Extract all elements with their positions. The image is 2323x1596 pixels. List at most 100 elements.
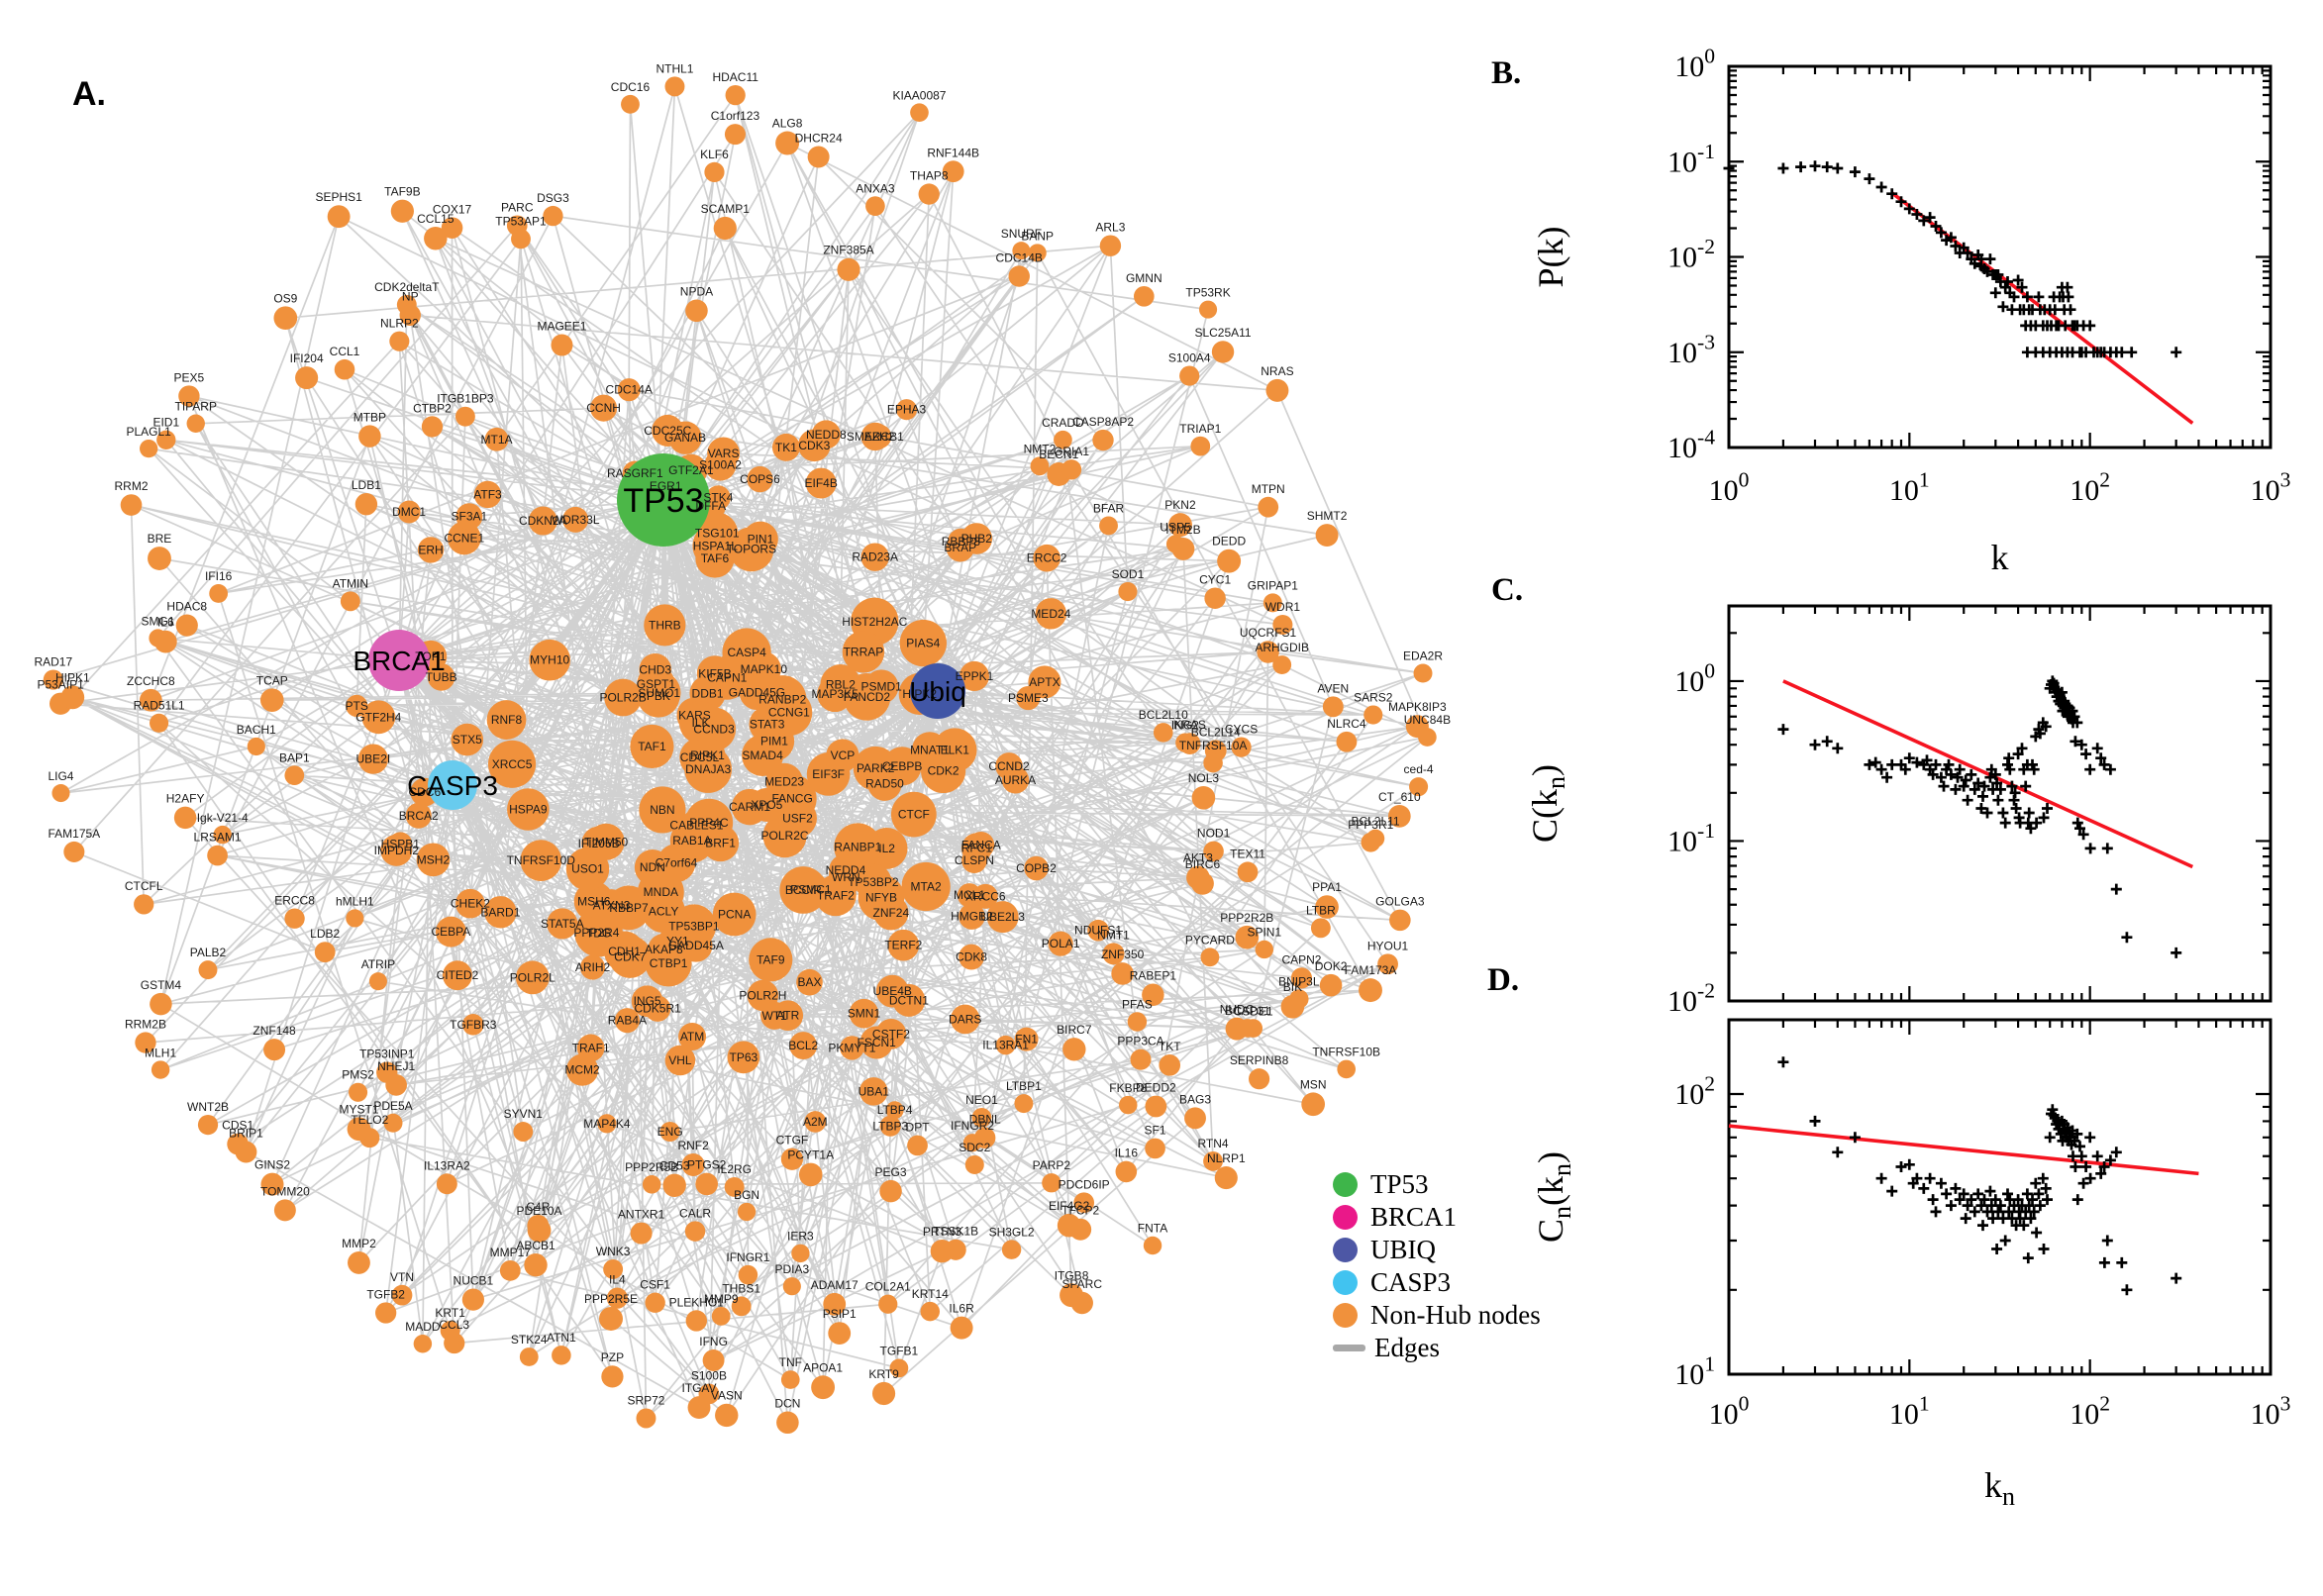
network-node	[678, 1023, 707, 1051]
network-node-label: CASP4	[727, 646, 766, 659]
x-tick-label: 103	[2251, 1392, 2291, 1432]
network-node	[462, 1014, 484, 1036]
network-node-label: ITGB1BP3	[437, 392, 494, 406]
network-node-label: PSME3	[1008, 691, 1049, 705]
network-node	[1262, 593, 1282, 613]
y-axis-title: Cn(kn)	[1531, 1151, 1576, 1243]
network-node	[942, 160, 964, 183]
network-node-label: HIPK1	[55, 671, 90, 685]
network-node-label: TERF2	[884, 939, 922, 952]
x-tick-label: 101	[1889, 468, 1930, 508]
network-node-label: UBE4B	[873, 984, 912, 998]
network-node-label: ENG	[657, 1125, 683, 1139]
network-node-label: RAB4A	[608, 1014, 647, 1028]
network-node-label: CEBPA	[432, 925, 471, 939]
network-node	[662, 1173, 686, 1198]
network-node-label: GINS2	[254, 1158, 290, 1172]
network-node-label: AKT3	[1183, 851, 1213, 865]
network-node-label: TOP1	[415, 649, 446, 663]
network-node	[421, 416, 444, 438]
network-node-label: AURKA	[995, 773, 1036, 787]
network-node-label: PPP4C	[689, 816, 729, 830]
network-node	[866, 424, 892, 449]
network-node-label: BCL2L11	[1351, 815, 1399, 829]
network-node-label: NOD1	[1197, 827, 1231, 841]
network-node	[346, 694, 368, 718]
network-node-label: TP53BP1	[668, 920, 720, 934]
network-node	[1237, 861, 1259, 883]
network-node-label: MAP3K5	[812, 687, 859, 701]
network-node-label: BRAP	[944, 541, 976, 554]
plot-frame	[1727, 64, 2272, 449]
network-node-label: BRCA2	[399, 809, 439, 823]
network-node-label: GANAB	[664, 431, 706, 445]
network-node	[263, 1039, 286, 1061]
network-node-label: S100A2	[699, 458, 742, 472]
network-node-label: KRAS	[1173, 718, 1206, 732]
network-node	[1179, 365, 1200, 386]
network-node-label: BANP	[1021, 229, 1054, 243]
node-swatch-icon	[1333, 1270, 1358, 1295]
network-node	[603, 1259, 624, 1279]
network-node-label: SERPINB8	[1230, 1053, 1289, 1067]
network-node	[357, 744, 389, 774]
network-node-label: TDG	[586, 926, 611, 940]
network-node-label: TRRAP	[844, 645, 884, 658]
network-node-label: TOPORS	[727, 543, 776, 556]
network-node-label: IL2RG	[717, 1162, 752, 1176]
network-node	[930, 1240, 955, 1263]
network-node-label: CTCF	[898, 808, 930, 822]
network-node-label: UQCRFS1	[1240, 626, 1297, 640]
network-node-label: CSTF2	[872, 1027, 910, 1041]
network-node-label: VARS	[708, 447, 740, 460]
network-node-label: CDS1	[222, 1119, 253, 1133]
plot-panel-b: 100 101 102 103 100 10-1 10-2 10-3 10-4 k P(k)	[1531, 45, 2290, 578]
network-node	[1057, 1213, 1081, 1238]
y-tick-label: 10-2	[1667, 235, 1715, 274]
network-node-label: VHL	[668, 1053, 692, 1067]
network-node-label: NTHL1	[656, 61, 693, 75]
network-node-label: CDK5R1	[634, 1002, 681, 1016]
network-node	[901, 861, 951, 912]
network-node-label: BECN1	[1039, 448, 1078, 461]
network-node	[1033, 544, 1060, 572]
network-node-label: NLRC4	[1327, 717, 1366, 731]
network-node-label: NEDD4	[826, 863, 866, 877]
y-tick-label: 100	[1674, 658, 1715, 698]
network-node-label: TP53INP1	[359, 1047, 415, 1060]
network-node-label: MMP9	[704, 1292, 739, 1306]
network-node-label: RNF144B	[927, 146, 979, 159]
network-node	[859, 1026, 893, 1059]
network-node-label: SMG1	[141, 614, 174, 628]
network-node	[1087, 919, 1109, 942]
axis-ticks	[1727, 606, 2272, 1003]
network-node-label: CDK3	[798, 439, 830, 452]
network-node	[601, 1365, 624, 1388]
network-node-label: SCAMP1	[701, 202, 751, 216]
network-node-label: THAP8	[910, 168, 949, 182]
node-swatch-icon	[1333, 1172, 1358, 1197]
network-node	[1008, 265, 1030, 287]
network-node	[447, 521, 481, 555]
network-node	[805, 467, 837, 499]
network-node	[156, 430, 176, 449]
network-node-label: ITM2B	[1165, 523, 1200, 537]
network-node-label: IMPDH2	[374, 844, 420, 857]
network-node	[659, 1121, 680, 1143]
network-node	[995, 1035, 1016, 1055]
network-node	[685, 1310, 707, 1332]
network-node	[636, 1408, 656, 1429]
network-node-label: TGFBR3	[450, 1018, 497, 1032]
hub-node-label-tp53: TP53	[623, 482, 703, 520]
network-node	[796, 968, 823, 996]
network-node-label: CDK8	[956, 950, 987, 964]
network-node-label: ARHGDIB	[1255, 641, 1309, 654]
network-node-label: CCL15	[417, 212, 454, 226]
network-node	[327, 205, 351, 229]
network-node	[590, 394, 618, 422]
network-node-label: AVEN	[1317, 681, 1349, 695]
network-node	[405, 802, 432, 829]
network-node-label: MNAT1	[910, 743, 950, 756]
network-node	[1377, 953, 1398, 975]
